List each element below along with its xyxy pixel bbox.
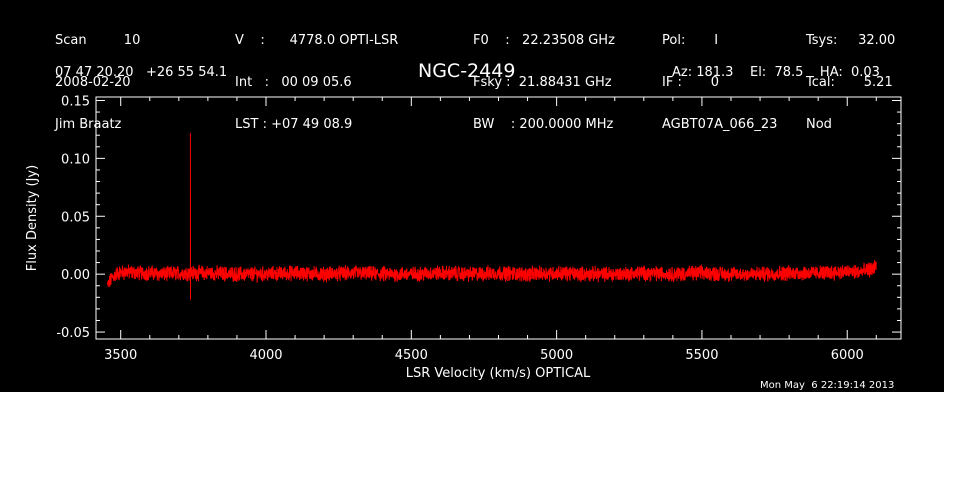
x-tick-label: 6000 <box>831 348 864 363</box>
f0-label: F0 : 22.23508 GHz <box>473 33 615 48</box>
header-col1: Scan 10 2008-02-20 Jim Braatz <box>55 6 140 160</box>
x-axis-label: LSR Velocity (km/s) OPTICAL <box>406 366 591 381</box>
header-col3: F0 : 22.23508 GHz Fsky : 21.88431 GHz BW… <box>473 6 615 160</box>
date-label: 2008-02-20 <box>55 75 131 90</box>
project-label: AGBT07A_066_23 <box>662 117 778 132</box>
velocity-label: V : 4778.0 OPTI-LSR <box>235 33 399 48</box>
y-tick-label: 0.15 <box>61 94 90 109</box>
pol-label: Pol: I <box>662 33 719 48</box>
y-tick-label: 0.05 <box>61 210 90 225</box>
header-col2: V : 4778.0 OPTI-LSR Int : 00 09 05.6 LST… <box>235 6 398 160</box>
plot-frame <box>95 96 902 340</box>
if-label: IF : 0 <box>662 75 720 90</box>
flux-series-line <box>107 132 877 300</box>
observer-label: Jim Braatz <box>55 117 122 132</box>
source-title: NGC-2449 <box>418 60 516 82</box>
tsys-label: Tsys: 32.00 <box>806 33 896 48</box>
y-tick-label: -0.05 <box>56 326 90 341</box>
y-axis-label: Flux Density (Jy) <box>25 165 40 271</box>
lst-label: LST : +07 49 08.9 <box>235 117 353 132</box>
timestamp-label: Mon May 6 22:19:14 2013 <box>760 380 895 391</box>
header-col5: Tsys: 32.00 Tcal: 5.21 Nod <box>806 6 895 160</box>
bandwidth-label: BW : 200.0000 MHz <box>473 117 614 132</box>
spectrum-chart: 3500 4000 4500 5000 5500 6000 -0.05 0.00 0.05 0.1… <box>25 94 902 381</box>
az-el-ha-label: Az: 181.3 El: 78.5 HA: 0.03 <box>672 65 880 80</box>
header-col4: Pol: I IF : 0 AGBT07A_066_23 <box>662 6 777 160</box>
y-tick-label: 0.10 <box>61 152 90 167</box>
x-tick-label: 3500 <box>104 348 137 363</box>
plot-panel: Scan 10 2008-02-20 Jim Braatz V : 4778.0… <box>0 0 944 392</box>
fsky-label: Fsky : 21.88431 GHz <box>473 75 612 90</box>
x-tick-label: 4500 <box>395 348 428 363</box>
x-tick-label: 4000 <box>249 348 282 363</box>
integration-label: Int : 00 09 05.6 <box>235 75 352 90</box>
mode-label: Nod <box>806 117 832 132</box>
scan-label: Scan 10 <box>55 33 141 48</box>
x-tick-label: 5000 <box>540 348 573 363</box>
coordinates-label: 07 47 20.20 +26 55 54.1 <box>55 65 228 80</box>
x-tick-label: 5500 <box>685 348 718 363</box>
y-tick-label: 0.00 <box>61 268 90 283</box>
tcal-label: Tcal: 5.21 <box>806 75 893 90</box>
